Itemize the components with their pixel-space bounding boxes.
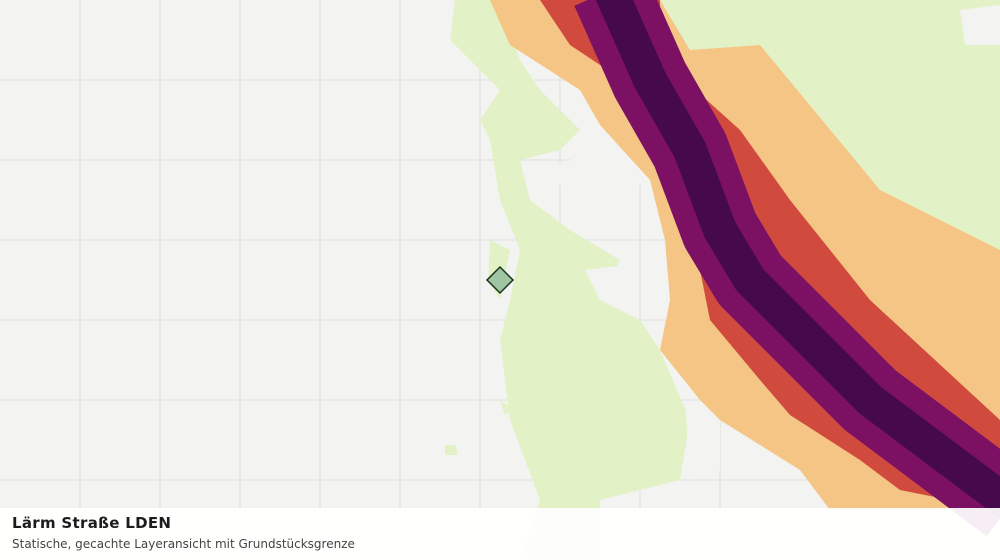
layer-title: Lärm Straße LDEN (12, 514, 172, 532)
caption: Lärm Straße LDEN Statische, gecachte Lay… (0, 508, 1000, 560)
noise-extreme (595, 0, 1000, 519)
parcel-boundary (485, 265, 515, 295)
layer-subtitle: Statische, gecachte Layeransicht mit Gru… (12, 537, 355, 551)
